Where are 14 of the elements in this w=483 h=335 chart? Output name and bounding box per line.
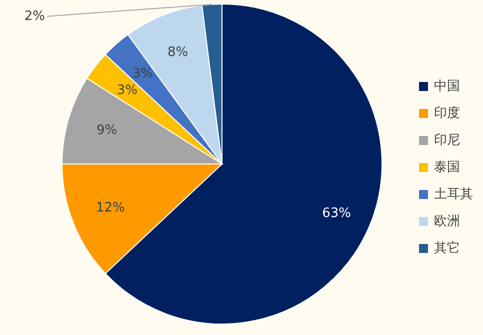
data-label: 63% — [322, 206, 351, 222]
data-label: 12% — [96, 200, 125, 216]
legend-label: 欧洲 — [434, 213, 460, 231]
legend-label: 其它 — [434, 240, 460, 258]
legend-label: 中国 — [434, 78, 460, 96]
legend-label: 泰国 — [434, 159, 460, 177]
legend-label: 印尼 — [434, 132, 460, 150]
data-label: 8% — [168, 44, 188, 60]
data-label: 2% — [24, 8, 45, 24]
data-label: 3% — [132, 66, 153, 82]
data-label: 3% — [116, 82, 138, 98]
legend-label: 印度 — [434, 105, 460, 123]
legend-label: 土耳其 — [434, 186, 473, 204]
data-label: 9% — [96, 123, 118, 138]
